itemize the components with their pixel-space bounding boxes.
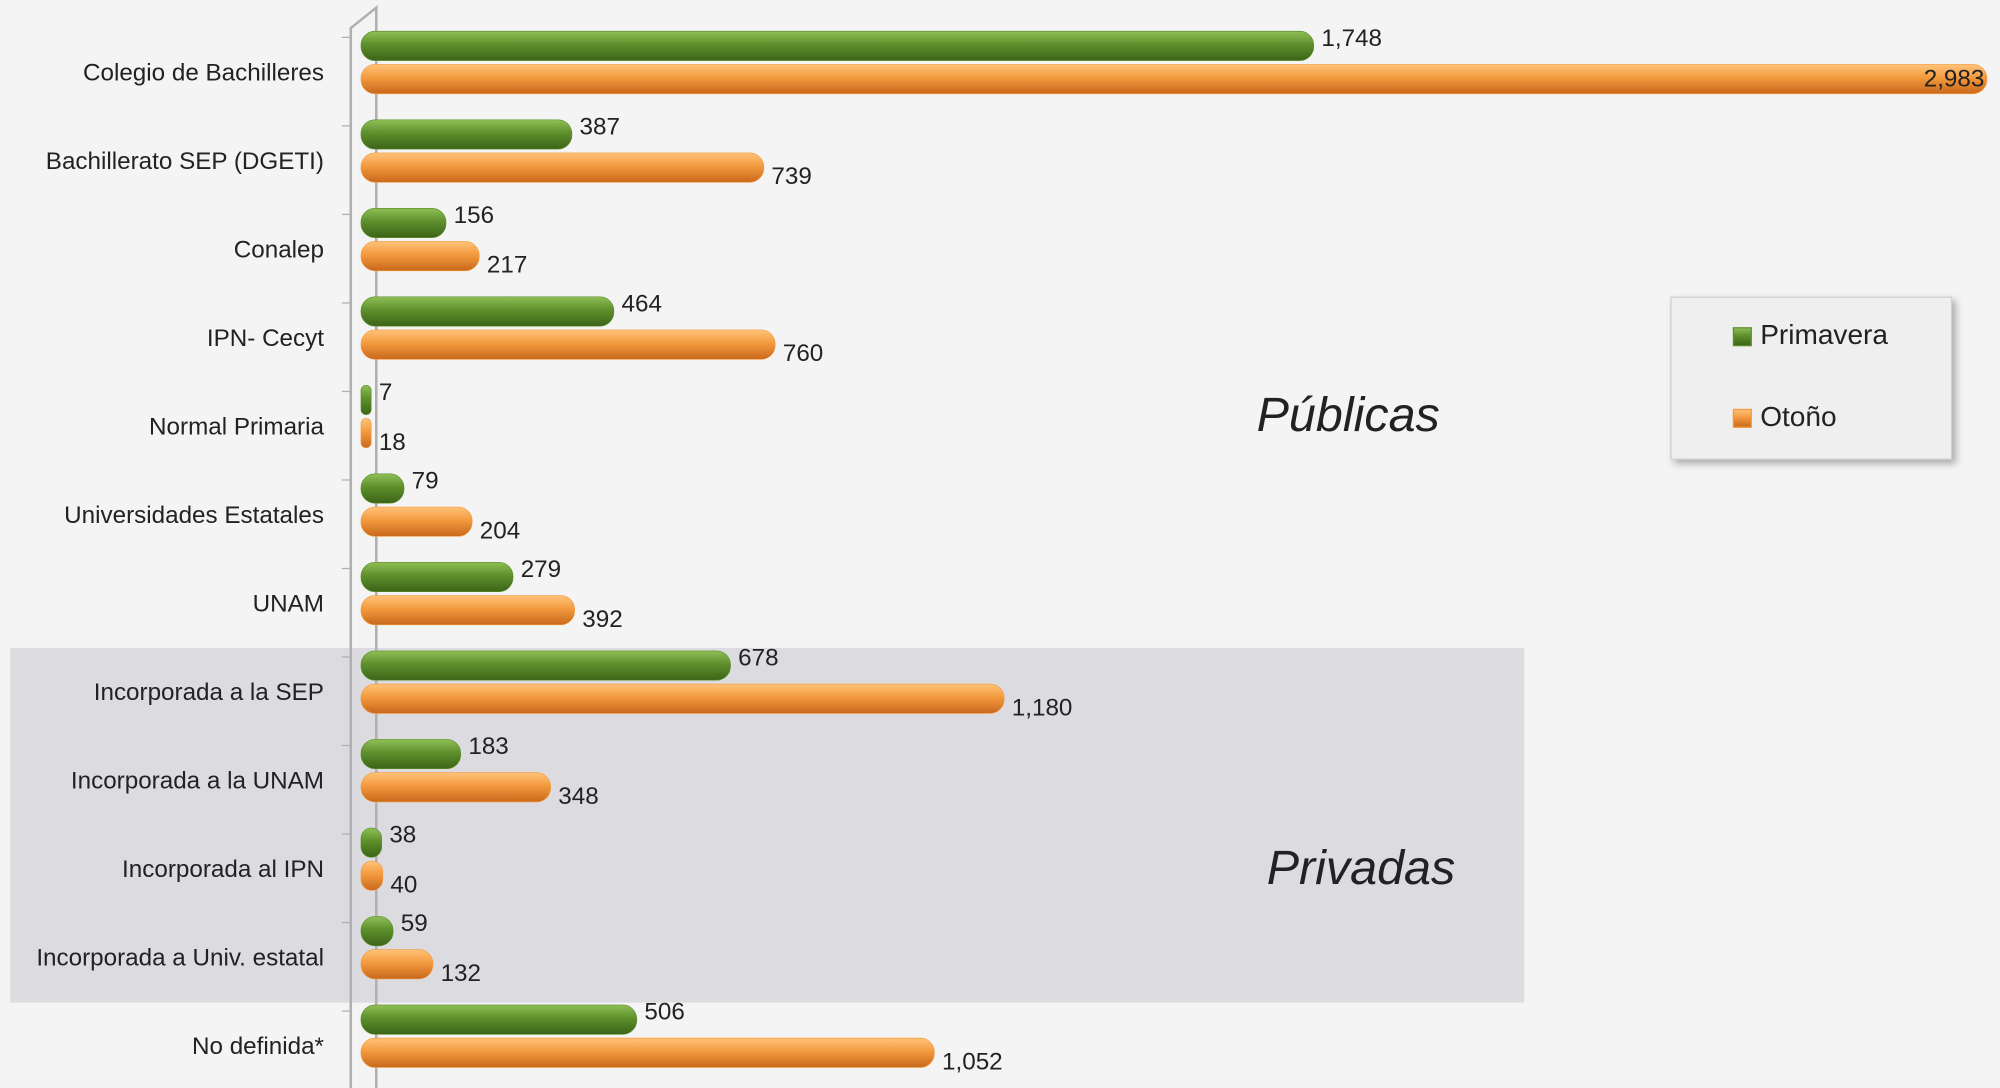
bar xyxy=(360,207,447,238)
bar xyxy=(360,296,615,327)
bar xyxy=(360,739,462,770)
y-tick-label: Conalep xyxy=(234,236,324,263)
legend-box xyxy=(1670,296,1953,460)
data-label: 1,748 xyxy=(1321,25,1382,52)
y-tick-label: Bachillerato SEP (DGETI) xyxy=(46,148,324,175)
legend-swatch xyxy=(1732,327,1752,347)
y-tick-label: Incorporada al IPN xyxy=(122,856,324,883)
y-tick-label: Incorporada a Univ. estatal xyxy=(36,945,324,972)
legend-label: Otoño xyxy=(1760,401,1836,432)
data-label: 40 xyxy=(390,871,417,898)
data-label: 739 xyxy=(771,163,811,190)
bar xyxy=(360,385,372,415)
y-axis xyxy=(349,4,378,1088)
legend-label: Primavera xyxy=(1760,319,1888,350)
data-label: 392 xyxy=(582,606,622,633)
bar xyxy=(360,772,551,803)
data-label: 18 xyxy=(379,429,406,456)
data-label: 279 xyxy=(521,556,561,583)
bar xyxy=(360,650,731,681)
bar xyxy=(360,30,1315,61)
bar xyxy=(360,64,1988,95)
data-label: 132 xyxy=(441,960,481,987)
annotation: Privadas xyxy=(1267,841,1456,895)
y-tick-label: IPN- Cecyt xyxy=(207,325,324,352)
data-label: 464 xyxy=(622,291,662,318)
data-label: 348 xyxy=(558,783,598,810)
bar xyxy=(360,329,776,360)
data-label: 678 xyxy=(738,645,778,672)
bar xyxy=(360,860,384,891)
bar xyxy=(360,418,372,449)
data-label: 506 xyxy=(644,999,684,1026)
bar xyxy=(360,506,473,537)
bar xyxy=(360,683,1005,714)
data-label: 1,180 xyxy=(1012,694,1073,721)
data-label: 183 xyxy=(468,733,508,760)
data-label: 38 xyxy=(389,822,416,849)
bar xyxy=(360,119,573,150)
y-tick-label: Colegio de Bachilleres xyxy=(83,59,324,86)
y-tick-label: Incorporada a la SEP xyxy=(94,679,324,706)
bar xyxy=(360,949,434,980)
y-tick-label: Incorporada a la UNAM xyxy=(71,768,324,795)
data-label: 204 xyxy=(480,517,520,544)
y-tick-label: No definida* xyxy=(192,1033,325,1060)
data-label: 59 xyxy=(401,910,428,937)
data-label: 217 xyxy=(487,252,527,279)
y-tick-label: Universidades Estatales xyxy=(64,502,324,529)
bar xyxy=(360,1004,638,1035)
bar xyxy=(360,152,765,183)
data-label: 1,052 xyxy=(942,1048,1003,1075)
y-tick-label: UNAM xyxy=(253,591,324,618)
bar xyxy=(360,241,480,272)
legend-swatch xyxy=(1732,408,1752,428)
bar xyxy=(360,473,405,504)
bar xyxy=(360,595,575,626)
bar xyxy=(360,562,514,593)
data-label: 387 xyxy=(580,113,620,140)
data-label: 760 xyxy=(783,340,823,367)
y-tick-label: Normal Primaria xyxy=(149,413,324,440)
bar xyxy=(360,827,383,858)
data-label: 156 xyxy=(454,202,494,229)
bar xyxy=(360,1037,935,1068)
bar xyxy=(360,916,394,947)
annotation: Públicas xyxy=(1257,388,1440,442)
data-label: 79 xyxy=(412,468,439,495)
data-label: 7 xyxy=(379,379,392,406)
data-label: 2,983 xyxy=(1924,66,1985,93)
